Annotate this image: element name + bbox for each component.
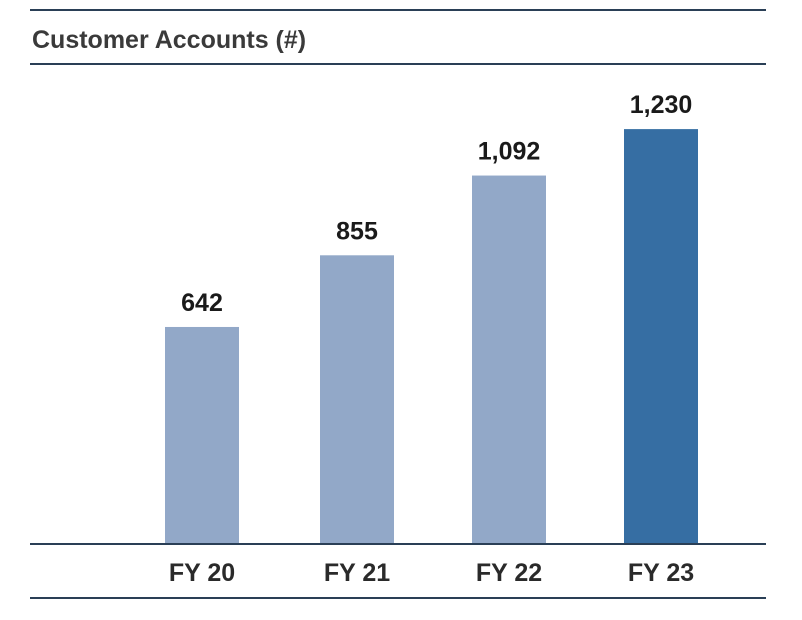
bars-group: 642 FY 20 855 FY 21 1,092 FY 22 1,230 FY 23 <box>165 91 698 587</box>
bar-fy-23 <box>624 129 698 544</box>
x-tick-label: FY 20 <box>169 559 235 587</box>
value-label: 642 <box>181 289 223 317</box>
value-label: 1,092 <box>478 138 541 166</box>
x-tick-label: FY 23 <box>628 559 694 587</box>
value-label: 855 <box>336 217 378 245</box>
x-tick-label: FY 22 <box>476 559 542 587</box>
bar-fy-21 <box>320 255 394 544</box>
bar-fy-22 <box>472 175 546 544</box>
bar-fy-20 <box>165 326 239 543</box>
x-tick-label: FY 21 <box>324 559 390 587</box>
value-label: 1,230 <box>630 91 693 119</box>
chart-title: Customer Accounts (#) <box>32 26 306 54</box>
